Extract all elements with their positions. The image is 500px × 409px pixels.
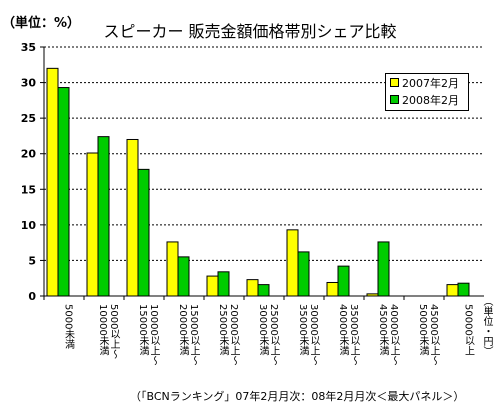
y-tick-label: 15 (21, 183, 36, 196)
bar-2007-2 (126, 138, 139, 297)
bar-2008-8 (377, 241, 390, 297)
unit-label: （単位：%） (2, 16, 81, 31)
x-tick-label: 35000以上～ (348, 304, 359, 366)
bar-2007-1 (86, 152, 99, 297)
legend-swatch-2008 (390, 95, 399, 104)
x-tick-label: 25000以上～ (268, 304, 279, 366)
bar-2008-3 (177, 256, 190, 297)
x-tick-label: 20000以上～ (228, 304, 239, 366)
bar-2008-10 (457, 282, 470, 297)
bar-2007-6 (286, 229, 299, 297)
x-tick-label: 45000未満 (377, 304, 388, 356)
x-tick-label: 5000未満 (62, 304, 74, 350)
legend-item-2007: 2007年2月 (386, 74, 468, 91)
legend-label-2008: 2008年2月 (402, 93, 459, 107)
y-tick-label: 20 (21, 148, 37, 161)
x-tick-label: 15000以上～ (188, 304, 199, 366)
x-tick-label: 40000以上～ (388, 304, 399, 366)
bar-2007-3 (166, 241, 179, 297)
legend-swatch-2007 (390, 78, 399, 87)
bar-2008-6 (297, 251, 310, 297)
grid-lines (44, 46, 484, 261)
y-tick-label: 30 (21, 77, 37, 90)
x-tick-label: 45000以上～ (428, 304, 439, 366)
x-tick-label: 10000以上～ (148, 304, 159, 366)
bar-2008-5 (257, 284, 270, 297)
y-tick-label: 35 (21, 41, 36, 54)
x-tick-label: 30000未満 (257, 304, 268, 356)
x-tick-label: 5000以上～ (108, 304, 119, 360)
bar-2007-0 (46, 67, 59, 297)
x-tick-label: 40000未満 (337, 304, 348, 356)
source-note: （「BCNランキング」07年2月月次：08年2月月次＜最大パネル＞） (130, 390, 465, 403)
bar-2007-7 (326, 281, 339, 297)
bar-2007-5 (246, 279, 259, 297)
x-tick-label: 50000未満 (417, 304, 428, 356)
y-tick-label: 10 (21, 219, 37, 232)
x-axis-unit-label: （単位・円） (481, 296, 492, 356)
x-tick-label: 35000未満 (297, 304, 308, 356)
bar-2008-1 (97, 136, 110, 297)
x-tick-label: 30000以上～ (308, 304, 319, 366)
y-tick-label: 25 (21, 112, 36, 125)
bar-2008-7 (337, 265, 350, 297)
x-tick-label: 20000未満 (177, 304, 188, 356)
bar-2007-10 (446, 284, 459, 297)
axes: 0 5 10 15 20 25 30 35 (21, 41, 484, 303)
x-tick-label: 50000以上 (462, 304, 474, 356)
bar-2008-4 (217, 271, 230, 297)
bar-2007-4 (206, 275, 219, 297)
bar-2008-2 (137, 168, 150, 297)
y-tick-label: 0 (28, 290, 36, 303)
legend-item-2008: 2008年2月 (386, 91, 468, 108)
x-tick-label: 15000未満 (137, 304, 148, 356)
legend-label-2007: 2007年2月 (402, 76, 459, 90)
legend: 2007年2月 2008年2月 (385, 73, 469, 111)
x-tick-label: 10000未満 (97, 304, 108, 356)
bar-2008-0 (57, 87, 70, 297)
x-tick-label: 25000未満 (217, 304, 228, 356)
y-tick-label: 5 (28, 254, 36, 267)
chart-title: スピーカー 販売金額価格帯別シェア比較 (103, 22, 397, 41)
